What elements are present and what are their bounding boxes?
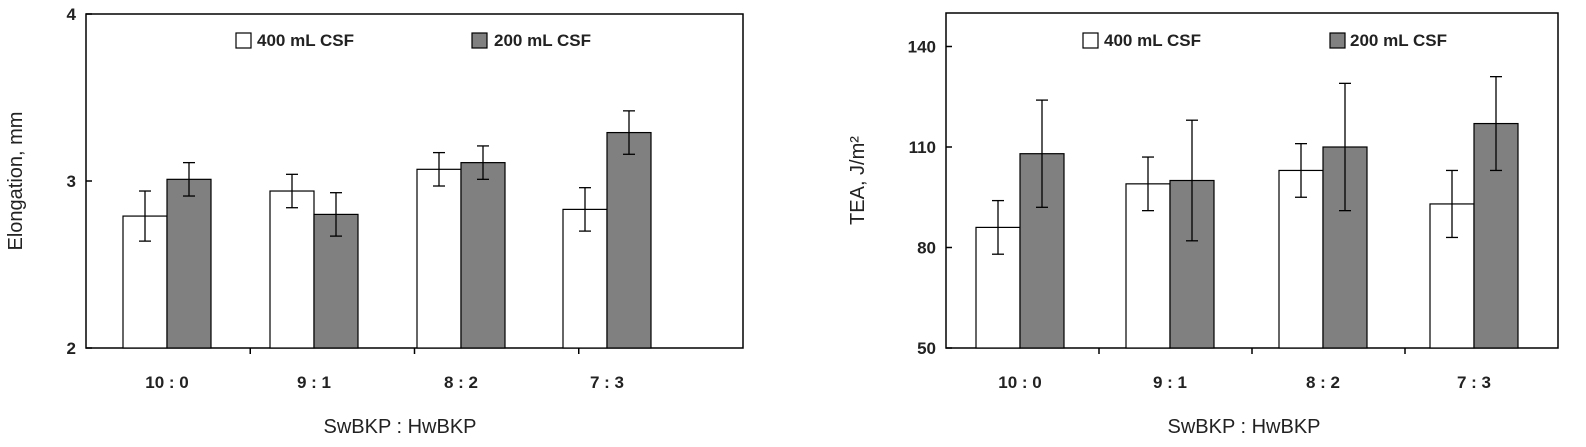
x-tick-label: 9 : 1 (297, 373, 331, 392)
y-tick-label: 110 (909, 138, 936, 157)
y-tick-label: 50 (917, 339, 936, 358)
x-axis-label: SwBKP : HwBKP (1167, 416, 1320, 438)
legend-swatch (1329, 32, 1346, 49)
y-axis-label: TEA, J/m² (847, 136, 869, 225)
chart-panel-2: 50 80 110 140 10 : 0 9 : 1 8 : 2 7 : 3 400 mL CS… (847, 12, 1559, 438)
error-bar (286, 173, 298, 209)
error-bar (1142, 156, 1154, 212)
legend-label: 400 mL CSF (1104, 31, 1201, 50)
y-tick-label: 140 (908, 38, 936, 57)
bar-series-1 (416, 168, 462, 349)
x-tick-label: 7 : 3 (1457, 373, 1491, 392)
y-tick-label: 80 (917, 239, 936, 258)
error-bar (579, 187, 591, 232)
error-bar (183, 161, 195, 197)
bar-series-2 (460, 162, 506, 349)
error-bar (1295, 142, 1307, 198)
error-bar (1446, 169, 1458, 239)
bar-series-1 (269, 190, 315, 349)
x-tick-label: 8 : 2 (444, 373, 478, 392)
x-tick-label: 9 : 1 (1153, 373, 1187, 392)
y-tick-label: 3 (67, 172, 76, 191)
error-bar (992, 199, 1004, 255)
error-bar (623, 110, 635, 155)
legend-label: 400 mL CSF (257, 31, 354, 50)
x-tick-label: 10 : 0 (998, 373, 1041, 392)
legend-swatch (471, 32, 488, 49)
bar-series-2 (606, 131, 652, 349)
legend-label: 200 mL CSF (1350, 31, 1447, 50)
legend-swatch (235, 32, 252, 49)
error-bar (1490, 76, 1502, 172)
error-bar (139, 190, 151, 242)
legend-label: 200 mL CSF (494, 31, 591, 50)
y-axis-label: Elongation, mm (5, 112, 27, 251)
error-bar (1186, 119, 1198, 242)
error-bar (477, 145, 489, 180)
chart-panel-1: 2 3 4 10 : 0 9 : 1 8 : 2 7 : 3 400 mL CSF 200 mL… (5, 5, 744, 438)
bar-series-2 (166, 178, 212, 349)
y-tick-label: 4 (67, 5, 77, 24)
x-tick-label: 7 : 3 (590, 373, 624, 392)
error-bar (1339, 82, 1351, 212)
x-tick-label: 10 : 0 (145, 373, 188, 392)
error-bar (433, 151, 445, 187)
y-tick-label: 2 (67, 339, 76, 358)
x-axis-label: SwBKP : HwBKP (323, 416, 476, 438)
x-tick-label: 8 : 2 (1306, 373, 1340, 392)
error-bar (1036, 99, 1048, 208)
error-bar (330, 192, 342, 237)
legend-swatch (1082, 32, 1099, 49)
